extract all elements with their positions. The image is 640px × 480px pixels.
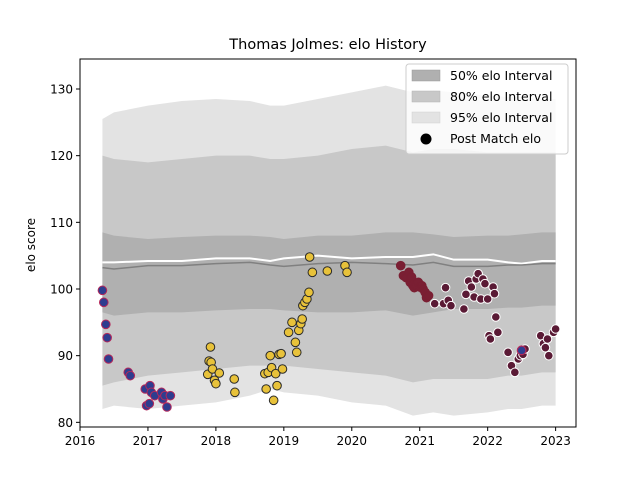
data-point [342,267,352,278]
data-point [429,298,440,309]
legend-label-50: 50% elo Interval [450,68,552,83]
data-point [144,398,155,409]
x-tick-label: 2020 [337,434,368,448]
data-point [265,350,276,361]
legend: 50% elo Interval 80% elo Interval 95% el… [405,63,569,155]
data-point [229,374,240,384]
data-point [272,380,282,391]
data-point [466,282,477,292]
x-tick-label: 2023 [540,434,571,448]
data-point [485,334,496,344]
data-point [230,387,240,398]
data-point [461,289,471,300]
data-point [291,347,302,358]
data-point [510,367,520,378]
legend-marker-post-match [420,133,432,145]
data-point [503,347,513,358]
data-point [125,370,136,381]
data-point [205,342,216,352]
x-tick-label: 2018 [201,434,232,448]
plot-area: 2016 2017 2018 2019 2020 2021 2022 2023 80 90 100 1… [50,58,577,448]
data-point [214,368,225,378]
y-tick-label: 80 [58,416,73,430]
data-point [270,368,281,379]
data-point [287,317,297,328]
x-tick-label: 2016 [65,434,96,448]
data-point [98,297,109,308]
legend-frame [405,63,569,155]
data-point [297,314,307,324]
data-point [304,252,315,262]
y-tick-label: 120 [50,149,73,163]
data-point [440,282,451,293]
data-point [165,390,176,401]
data-point [277,364,288,374]
x-tick-label: 2019 [269,434,300,448]
x-tick-label: 2021 [404,434,435,448]
x-tick-label: 2022 [472,434,503,448]
data-point [101,319,111,330]
upper-elo-line [102,253,556,265]
data-point [162,402,172,412]
legend-label-95: 95% elo Interval [450,110,552,125]
data-point [423,290,434,301]
y-tick-label: 100 [50,283,73,297]
data-point [491,312,501,322]
data-point [304,287,314,298]
data-point [480,278,490,289]
x-tick-label: 2017 [133,434,164,448]
data-point [276,348,286,359]
data-point [540,342,551,353]
data-point [459,304,469,314]
mean-elo-line [102,261,556,270]
data-point [489,288,500,299]
legend-label-post-match: Post Match elo [450,131,541,146]
y-tick-label: 130 [50,83,73,97]
legend-label-80: 80% elo Interval [450,89,552,104]
chart-title: Thomas Jolmes: elo History [228,37,427,53]
y-tick-label: 110 [50,216,73,230]
data-point [307,267,318,278]
data-point [446,300,456,311]
data-point [97,285,108,296]
highlighted-data-point [516,345,527,356]
data-point [493,327,503,338]
data-point [283,327,294,338]
data-point [322,266,333,276]
y-tick-label: 90 [58,349,73,363]
y-axis-label: elo score [24,218,38,272]
data-point [395,260,406,271]
data-point [211,378,221,389]
data-point [550,324,561,334]
data-point [482,294,493,304]
axes-frame [79,58,577,428]
data-point [544,350,554,361]
data-point [542,334,553,344]
data-point [102,332,112,343]
data-point [261,384,271,394]
legend-swatch-80 [411,90,441,103]
legend-swatch-50 [411,69,441,82]
data-point [268,395,279,406]
data-point [103,354,114,364]
data-point [290,337,301,348]
legend-swatch-95 [411,111,441,124]
